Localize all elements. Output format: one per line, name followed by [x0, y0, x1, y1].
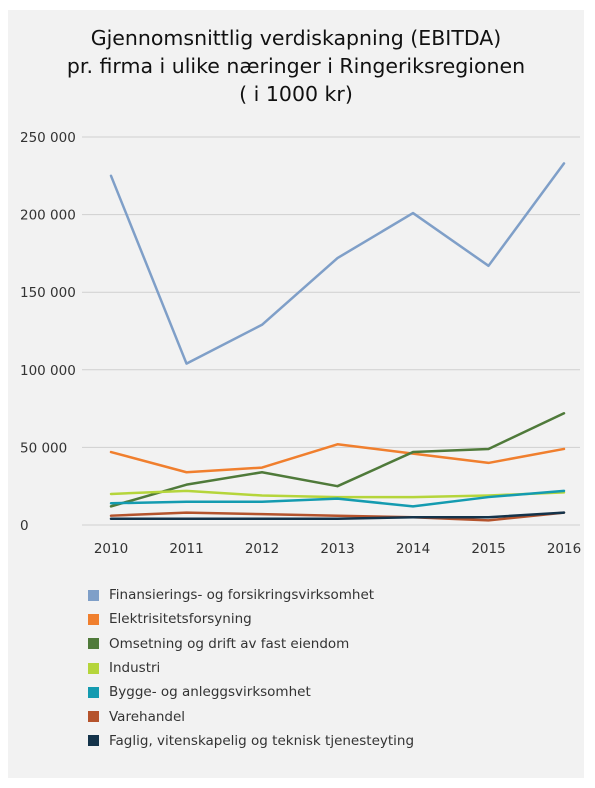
series-line — [109, 489, 566, 499]
chart-title-line-1: Gjennomsnittlig verdiskapning (EBITDA) — [90, 26, 502, 50]
legend-swatch — [88, 613, 99, 625]
legend-swatch — [88, 686, 99, 698]
legend-item: Faglig, vitenskapelig og teknisk tjenest… — [88, 729, 414, 753]
x-tick-label: 2012 — [245, 541, 279, 557]
x-tick-label: 2016 — [547, 541, 581, 557]
legend-item: Bygge- og anleggsvirksomhet — [88, 680, 414, 704]
legend-item: Omsetning og drift av fast eiendom — [88, 632, 414, 656]
y-tick-label: 250 000 — [20, 130, 76, 146]
legend-swatch — [88, 638, 99, 650]
legend-swatch — [88, 711, 99, 723]
series-line — [109, 489, 566, 508]
chart-title-line-3: ( i 1000 kr) — [239, 82, 353, 106]
legend-label: Finansierings- og forsikringsvirksomhet — [109, 587, 375, 604]
series-line — [109, 443, 566, 474]
legend-label: Industri — [109, 660, 161, 677]
series-line — [109, 511, 566, 522]
y-tick-label: 200 000 — [20, 208, 76, 224]
legend-swatch — [88, 662, 99, 674]
legend-label: Faglig, vitenskapelig og teknisk tjenest… — [109, 732, 415, 749]
legend-swatch — [88, 589, 99, 601]
x-tick-label: 2011 — [169, 541, 203, 557]
legend-item: Finansierings- og forsikringsvirksomhet — [88, 583, 414, 607]
legend-item: Varehandel — [88, 704, 414, 728]
legend-label: Omsetning og drift av fast eiendom — [109, 635, 350, 652]
chart-title: Gjennomsnittlig verdiskapning (EBITDA) p… — [8, 24, 584, 108]
legend-label: Elektrisitetsforsyning — [109, 611, 252, 628]
x-tick-label: 2010 — [94, 541, 128, 557]
x-tick-label: 2013 — [320, 541, 354, 557]
legend-label: Bygge- og anleggsvirksomhet — [109, 684, 311, 701]
chart-panel: Gjennomsnittlig verdiskapning (EBITDA) p… — [8, 10, 584, 778]
x-tick-label: 2014 — [396, 541, 430, 557]
x-tick-label: 2015 — [471, 541, 505, 557]
y-tick-label: 150 000 — [20, 285, 76, 301]
legend-swatch — [88, 735, 99, 747]
legend-item: Industri — [88, 656, 414, 680]
legend-label: Varehandel — [109, 708, 186, 725]
y-tick-label: 100 000 — [20, 363, 76, 379]
y-tick-label: 50 000 — [20, 440, 67, 456]
series-line — [109, 412, 566, 508]
legend-item: Elektrisitetsforsyning — [88, 607, 414, 631]
chart-title-line-2: pr. firma i ulike næringer i Ringeriksre… — [66, 54, 526, 78]
y-tick-label: 0 — [20, 518, 29, 534]
series-line — [109, 511, 566, 521]
chart-legend: Finansierings- og forsikringsvirksomhet E… — [88, 583, 414, 753]
line-chart: 0 50 000 100 000 150 000 200 000 250 000 2010 2… — [20, 130, 581, 557]
series-line — [109, 162, 566, 365]
